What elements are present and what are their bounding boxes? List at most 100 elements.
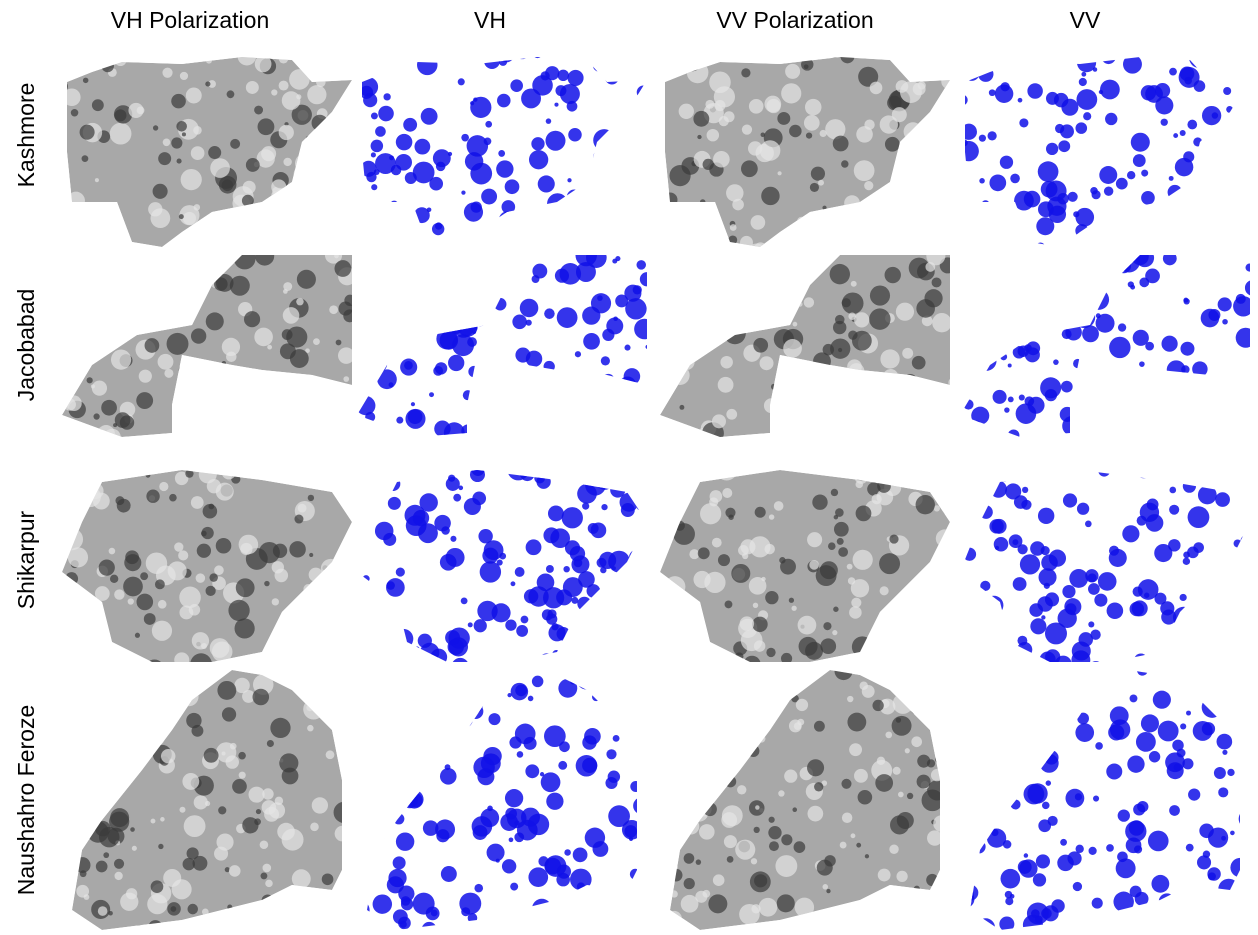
texture (1128, 281, 1134, 287)
texture (975, 283, 988, 296)
texture (605, 71, 619, 85)
texture (826, 889, 830, 893)
texture (516, 461, 530, 475)
texture (700, 302, 706, 308)
texture (1058, 140, 1070, 152)
texture (864, 378, 876, 390)
texture (740, 236, 753, 249)
texture (902, 672, 911, 681)
texture (614, 470, 624, 480)
texture (1221, 836, 1226, 841)
texture (679, 104, 694, 119)
texture (1068, 192, 1078, 202)
texture (1021, 258, 1034, 271)
texture (820, 130, 827, 137)
texture (878, 869, 891, 882)
texture (1005, 772, 1020, 787)
texture (221, 233, 237, 249)
texture (408, 718, 414, 724)
texture (624, 345, 630, 351)
texture (341, 64, 346, 69)
texture (742, 691, 760, 709)
texture (820, 561, 838, 579)
texture (738, 545, 749, 556)
texture (114, 589, 124, 599)
texture (441, 670, 451, 680)
texture (974, 480, 989, 495)
texture (1227, 183, 1249, 205)
texture (851, 598, 861, 608)
texture (972, 840, 985, 853)
texture (465, 57, 470, 62)
texture (417, 55, 438, 76)
texture (303, 584, 313, 594)
texture (227, 905, 232, 910)
texture (697, 776, 717, 796)
texture (181, 169, 202, 190)
texture (331, 675, 338, 682)
texture (146, 473, 151, 478)
texture (390, 201, 398, 209)
texture (1184, 637, 1189, 642)
texture (804, 247, 810, 253)
texture (380, 697, 396, 713)
texture (117, 225, 125, 233)
texture (144, 261, 162, 279)
texture (716, 459, 724, 467)
texture (679, 405, 684, 410)
texture (613, 316, 618, 321)
texture (296, 298, 304, 306)
texture (124, 714, 137, 727)
texture (932, 445, 940, 453)
texture (985, 699, 991, 705)
texture (406, 238, 419, 251)
texture (373, 353, 383, 363)
texture (262, 894, 274, 906)
texture (367, 202, 387, 222)
texture (904, 122, 923, 141)
district-area (357, 255, 647, 437)
texture (607, 444, 623, 460)
texture (528, 867, 548, 887)
texture (429, 709, 435, 715)
texture (238, 47, 257, 66)
texture (60, 490, 69, 499)
texture (1039, 568, 1057, 586)
texture (868, 211, 877, 220)
texture (318, 152, 326, 160)
texture (779, 678, 787, 686)
texture (362, 319, 370, 327)
texture (735, 840, 755, 860)
texture (684, 312, 699, 327)
texture (989, 89, 996, 96)
texture (520, 299, 539, 318)
texture (89, 348, 98, 357)
texture (516, 378, 528, 390)
texture (950, 480, 955, 485)
texture (615, 662, 634, 681)
texture (690, 271, 711, 292)
texture (1118, 446, 1132, 460)
texture (311, 448, 321, 458)
texture (456, 272, 473, 289)
texture (1096, 313, 1101, 318)
texture (1200, 396, 1212, 408)
texture (1125, 821, 1146, 842)
texture (1226, 458, 1240, 472)
texture (1187, 200, 1193, 206)
texture (854, 769, 868, 783)
texture (577, 882, 585, 890)
texture (525, 911, 534, 920)
texture (1141, 85, 1156, 100)
texture (1006, 231, 1012, 237)
texture (1218, 150, 1229, 161)
texture (811, 167, 825, 181)
texture (967, 477, 978, 488)
texture (572, 660, 580, 668)
texture (396, 302, 407, 313)
texture (92, 380, 107, 395)
texture (956, 482, 976, 502)
texture (1201, 309, 1220, 328)
texture (75, 717, 90, 732)
texture (638, 848, 651, 861)
